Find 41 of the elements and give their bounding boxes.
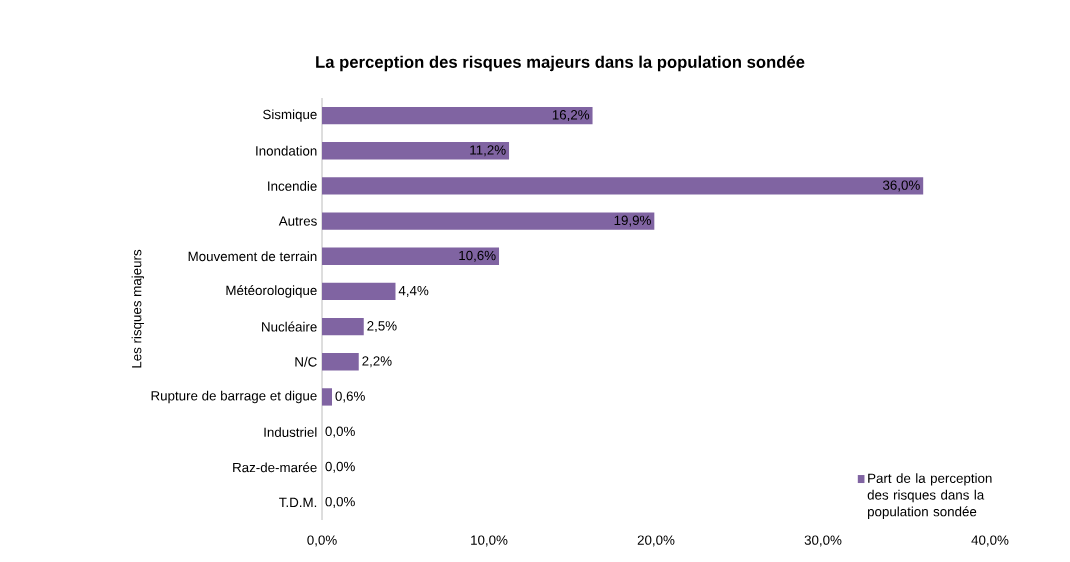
y-tick-label: Nucléaire [262, 321, 317, 332]
data-label: 2,2% [362, 356, 392, 368]
y-tick-label: Sismique [263, 109, 317, 122]
bar [322, 142, 510, 160]
bar [322, 388, 333, 406]
y-tick-label: Raz-de-marée [233, 462, 317, 473]
chart-title: La perception des risques majeurs dans la population sondée [316, 55, 805, 72]
data-label: 16,2% [552, 110, 590, 122]
bar [322, 177, 924, 195]
y-tick-label: Inondation [256, 145, 317, 156]
y-axis-title: Les risques majeurs [131, 249, 145, 368]
y-tick-label: Rupture de barrage et digue [151, 390, 317, 404]
data-label: 36,0% [882, 180, 920, 192]
y-tick-label: Incendie [268, 181, 317, 191]
bar [322, 317, 364, 336]
data-label: 11,2% [470, 145, 506, 157]
bar [322, 247, 500, 265]
legend-label: Part de la perception des risques dans la population sondée [867, 473, 992, 519]
data-label: 2,5% [367, 321, 397, 333]
data-label: 10,6% [459, 250, 496, 262]
data-label: 0,0% [325, 426, 355, 438]
x-tick-label: 30,0% [804, 535, 842, 547]
bar [322, 282, 396, 301]
data-label: 0,0% [325, 461, 355, 473]
bar [322, 353, 359, 371]
y-tick-label: Autres [278, 216, 317, 226]
y-tick-label: Industriel [264, 427, 317, 437]
x-tick-label: 10,0% [471, 535, 508, 547]
bar [322, 106, 593, 125]
data-label: 0,0% [325, 496, 355, 508]
y-tick-label: T.D.M. [279, 497, 317, 508]
data-label: 0,6% [335, 391, 365, 403]
x-tick-label: 20,0% [637, 535, 675, 547]
y-tick-label: Mouvement de terrain [188, 251, 317, 262]
bar [322, 212, 655, 230]
data-label: 4,4% [398, 285, 429, 297]
x-tick-label: 40,0% [971, 535, 1009, 547]
y-tick-label: Météorologique [226, 285, 317, 298]
data-label: 19,9% [614, 215, 651, 227]
x-tick-label: 0,0% [307, 535, 337, 547]
y-tick-label: N/C [295, 356, 317, 367]
